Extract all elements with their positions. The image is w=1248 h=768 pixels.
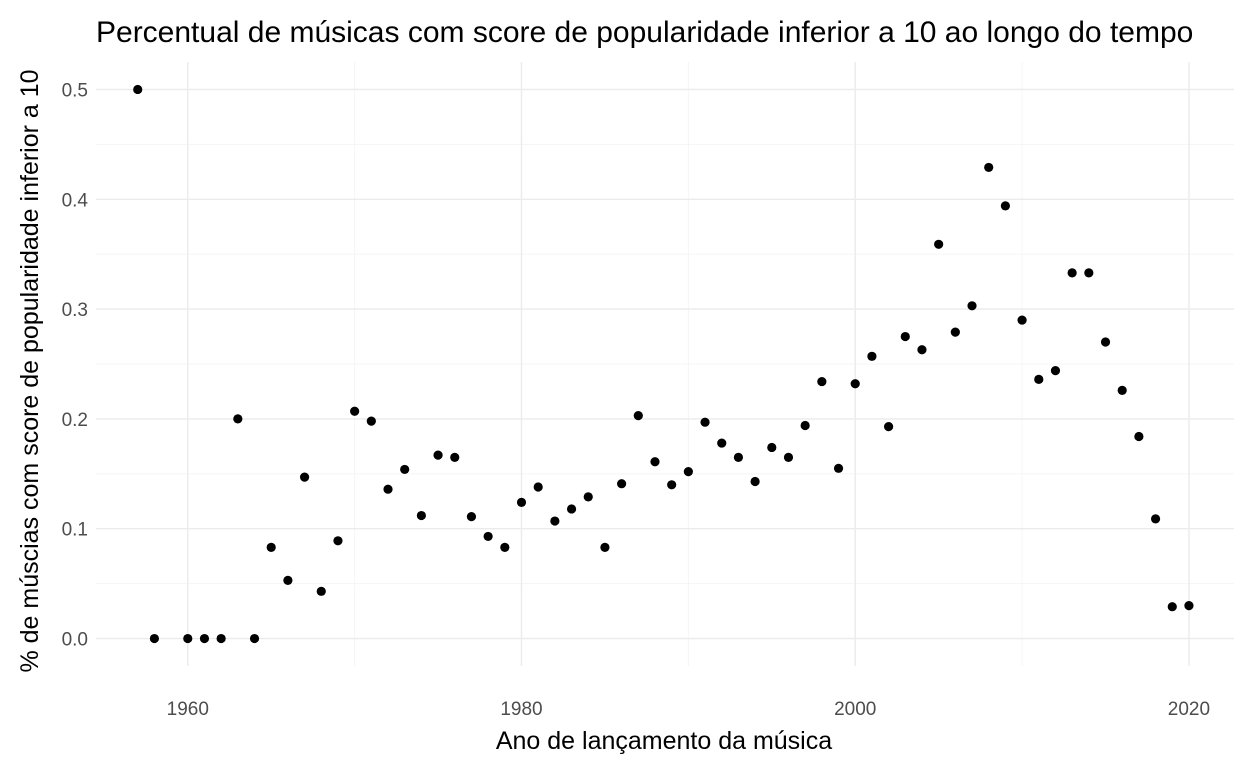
- data-point: [483, 531, 493, 542]
- data-point: [516, 497, 527, 507]
- data-point: [466, 512, 477, 522]
- data-point: [1000, 201, 1010, 211]
- data-point: [1117, 385, 1127, 395]
- data-point: [867, 351, 877, 361]
- data-point: [533, 482, 543, 492]
- data-point: [216, 633, 226, 644]
- data-point: [149, 633, 160, 644]
- data-point: [199, 633, 210, 644]
- data-point: [783, 452, 794, 462]
- data-point: [1017, 315, 1027, 325]
- data-point: [883, 421, 894, 432]
- data-point: [566, 504, 577, 514]
- data-point: [299, 472, 310, 482]
- data-point: [633, 411, 643, 421]
- data-point: [249, 633, 260, 644]
- data-point: [266, 542, 276, 552]
- data-point: [316, 586, 326, 596]
- data-point: [133, 84, 143, 95]
- data-point: [850, 379, 860, 389]
- data-point: [283, 575, 293, 585]
- data-point: [433, 450, 443, 460]
- data-point: [1084, 268, 1094, 278]
- data-point: [600, 542, 610, 552]
- y-tick-labels: 0.0 0.1 0.2 0.3 0.4 0.5: [62, 80, 89, 650]
- data-point: [383, 484, 393, 494]
- data-point: [1167, 602, 1177, 612]
- data-point: [800, 420, 810, 431]
- data-point: [366, 416, 376, 426]
- data-point: [900, 331, 910, 342]
- data-point: [934, 239, 944, 249]
- data-point: [984, 162, 994, 173]
- y-tick-label: 0.0: [62, 630, 88, 651]
- data-point: [233, 414, 243, 424]
- x-tick-labels: 1960 1980 2000 2020: [167, 699, 1210, 720]
- x-axis-title: Ano de lançamento da música: [496, 727, 832, 755]
- data-point: [733, 452, 744, 462]
- data-point: [400, 464, 410, 475]
- data-point: [550, 516, 560, 526]
- data-point: [833, 463, 844, 473]
- data-point: [950, 327, 960, 337]
- data-point: [717, 438, 727, 448]
- y-tick-label: 0.5: [62, 80, 88, 101]
- data-point: [1134, 431, 1144, 442]
- data-point: [617, 479, 627, 489]
- data-point: [583, 492, 593, 502]
- x-tick-label: 1960: [167, 699, 209, 720]
- data-point: [416, 510, 426, 521]
- data-point: [500, 542, 510, 552]
- data-point: [350, 406, 360, 416]
- grid: [96, 62, 1234, 666]
- data-point: [1100, 337, 1111, 347]
- data-point: [333, 536, 343, 546]
- data-point: [683, 467, 693, 477]
- x-tick-label: 2020: [1168, 699, 1210, 720]
- y-tick-label: 0.4: [62, 190, 89, 211]
- data-point: [667, 480, 677, 490]
- data-point: [650, 457, 660, 467]
- data-point: [1034, 374, 1044, 384]
- x-tick-label: 1980: [500, 699, 542, 720]
- data-point: [183, 633, 193, 644]
- data-point: [917, 345, 927, 355]
- y-tick-label: 0.2: [62, 410, 88, 431]
- data-point: [1050, 365, 1061, 376]
- y-tick-label: 0.1: [62, 520, 88, 541]
- data-point: [1067, 268, 1077, 278]
- y-tick-label: 0.3: [62, 300, 88, 321]
- y-axis-title: % de múscias com score de popularidade i…: [16, 69, 44, 672]
- x-tick-label: 2000: [834, 699, 876, 720]
- data-point: [1150, 514, 1161, 524]
- data-point: [817, 376, 827, 387]
- data-point: [700, 417, 710, 427]
- data-point: [750, 476, 760, 487]
- data-point: [967, 301, 977, 311]
- data-point: [1184, 601, 1194, 611]
- data-points: [133, 84, 1194, 644]
- data-point: [450, 452, 460, 462]
- chart-title: Percentual de músicas com score de popul…: [96, 16, 1193, 49]
- data-point: [767, 442, 777, 453]
